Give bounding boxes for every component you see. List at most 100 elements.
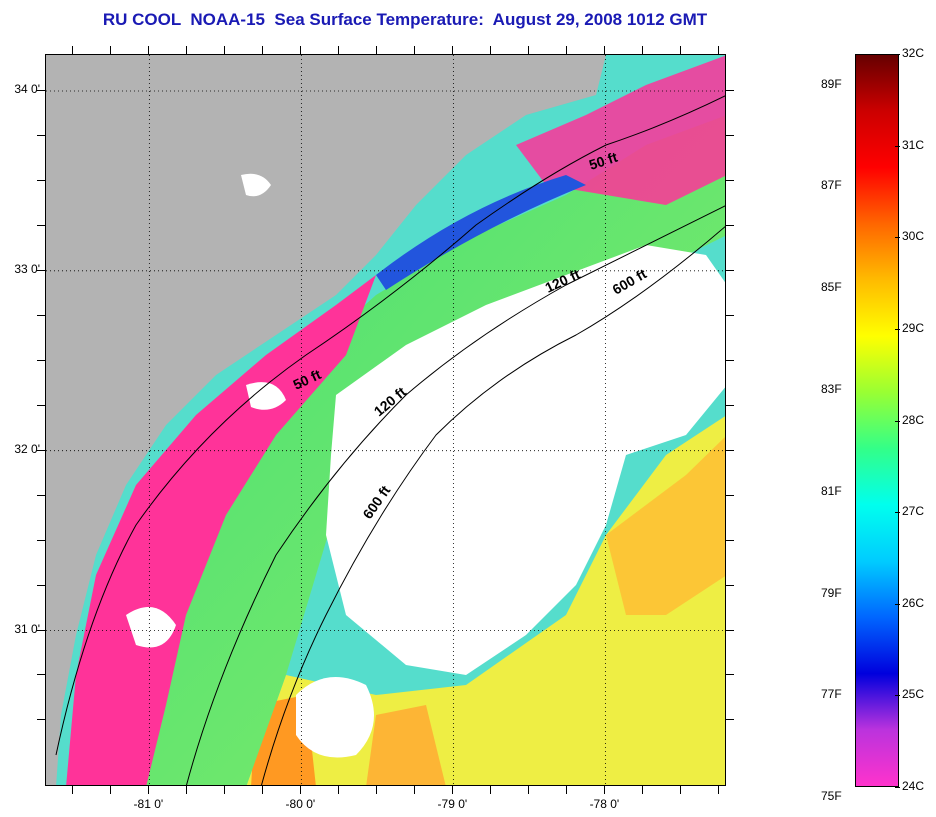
lat-tick-label: 32 0' xyxy=(14,441,40,456)
isobath-600ft xyxy=(261,226,725,785)
sst-map[interactable]: 50 ft 120 ft 600 ft 50 ft 120 ft 600 ft xyxy=(45,54,726,786)
lon-tick-mark xyxy=(528,786,530,794)
lat-tick-label: 33 0' xyxy=(14,261,40,276)
lat-tick-mark xyxy=(37,134,45,136)
lon-tick-mark xyxy=(680,786,682,794)
colorbar-fahrenheit-label: 77F xyxy=(821,687,842,702)
lat-tick-mark xyxy=(726,404,734,406)
lat-tick-mark xyxy=(37,629,45,631)
lon-tick-mark xyxy=(186,46,188,54)
lat-tick-mark xyxy=(726,224,734,226)
colorbar-fahrenheit-label: 75F xyxy=(821,789,842,804)
colorbar-celsius-label: 24C xyxy=(902,779,925,793)
isobath-120ft xyxy=(186,205,725,785)
lon-tick-label: -80 0' xyxy=(285,797,316,811)
lon-tick-mark xyxy=(338,46,340,54)
cloud-gulf-stream-large xyxy=(326,245,725,675)
lat-tick-mark xyxy=(37,449,45,451)
lon-tick-mark xyxy=(604,786,606,794)
lat-tick-mark xyxy=(726,539,734,541)
cold-patch-north xyxy=(516,55,725,205)
lon-tick-mark xyxy=(718,46,720,54)
colorbar-celsius-label: 32C xyxy=(902,46,925,60)
lon-tick-mark xyxy=(452,46,454,54)
lon-tick-mark xyxy=(262,786,264,794)
colorbar-tick xyxy=(895,328,900,330)
lat-tick-mark xyxy=(726,629,734,631)
colorbar-celsius-label: 31C xyxy=(902,137,925,152)
sst-map-canvas: 50 ft 120 ft 600 ft 50 ft 120 ft 600 ft xyxy=(46,55,725,785)
lat-tick-mark xyxy=(37,224,45,226)
lon-tick-mark xyxy=(376,786,378,794)
lat-tick-mark xyxy=(726,89,734,91)
lat-tick-mark xyxy=(726,449,734,451)
lon-tick-mark xyxy=(642,46,644,54)
lon-tick-label: -78 0' xyxy=(589,797,620,811)
colorbar-celsius-label: 30C xyxy=(902,229,925,244)
lon-tick-mark xyxy=(338,786,340,794)
orange-patch xyxy=(606,436,725,615)
lat-tick-label: 34 0' xyxy=(14,81,40,96)
lat-tick-mark xyxy=(726,269,734,271)
cold-coastal-water xyxy=(66,275,376,785)
colorbar-fahrenheit-label: 85F xyxy=(821,280,842,295)
colorbar-fahrenheit-label: 79F xyxy=(821,585,842,600)
lat-tick-mark xyxy=(37,89,45,91)
colorbar-tick xyxy=(895,787,900,788)
cloud-coastal-2 xyxy=(246,382,286,410)
lat-tick-mark xyxy=(726,359,734,361)
lon-tick-mark xyxy=(300,786,302,794)
lon-tick-label: -81 0' xyxy=(133,797,164,811)
colorbar-tick xyxy=(895,237,900,239)
colorbar-celsius-label: 27C xyxy=(902,504,925,519)
lon-tick-label: -79 0' xyxy=(437,797,468,811)
colorbar-fahrenheit-label: 83F xyxy=(821,381,842,396)
lat-tick-mark xyxy=(726,674,734,676)
colorbar-tick xyxy=(895,512,900,514)
lat-tick-mark xyxy=(37,674,45,676)
lon-tick-mark xyxy=(566,786,568,794)
colorbar-fahrenheit-label: 87F xyxy=(821,178,842,193)
isobath-50ft xyxy=(55,95,725,756)
lon-tick-mark xyxy=(224,786,226,794)
lon-tick-mark xyxy=(642,786,644,794)
colorbar-celsius-label: 26C xyxy=(902,595,925,610)
lon-tick-mark xyxy=(376,46,378,54)
cloud-coastal xyxy=(126,607,176,648)
lon-tick-mark xyxy=(110,786,112,794)
lon-tick-mark xyxy=(680,46,682,54)
lat-tick-mark xyxy=(37,359,45,361)
lat-tick-mark xyxy=(726,719,734,721)
lon-tick-mark xyxy=(414,786,416,794)
lon-tick-mark xyxy=(604,46,606,54)
colorbar-tick xyxy=(895,420,900,422)
lat-tick-mark xyxy=(726,584,734,586)
map-title: RU COOL NOAA-15 Sea Surface Temperature:… xyxy=(102,10,708,29)
colorbar-celsius-label: 28C xyxy=(902,412,925,427)
colorbar-celsius-label: 29C xyxy=(902,320,925,335)
lat-tick-mark xyxy=(37,269,45,271)
colorbar-tick xyxy=(895,603,900,605)
lat-tick-mark xyxy=(726,179,734,181)
lat-tick-mark xyxy=(726,494,734,496)
colorbar-fahrenheit-label: 89F xyxy=(821,76,842,91)
lat-lon-grid xyxy=(46,55,725,785)
lat-tick-mark xyxy=(37,314,45,316)
lon-tick-mark xyxy=(224,46,226,54)
lon-tick-mark xyxy=(262,46,264,54)
lat-tick-mark xyxy=(726,314,734,316)
lat-tick-label: 31 0' xyxy=(14,621,40,636)
lon-tick-mark xyxy=(72,46,74,54)
lon-tick-mark xyxy=(414,46,416,54)
lat-tick-mark xyxy=(37,404,45,406)
lon-tick-mark xyxy=(718,786,720,794)
lat-tick-mark xyxy=(37,494,45,496)
cloud-north-island xyxy=(241,173,271,197)
colorbar-tick xyxy=(895,695,900,697)
lon-tick-mark xyxy=(300,46,302,54)
lon-tick-mark xyxy=(566,46,568,54)
cloud-south xyxy=(296,677,374,758)
lat-tick-mark xyxy=(37,584,45,586)
lon-tick-mark xyxy=(528,46,530,54)
lon-tick-mark xyxy=(186,786,188,794)
